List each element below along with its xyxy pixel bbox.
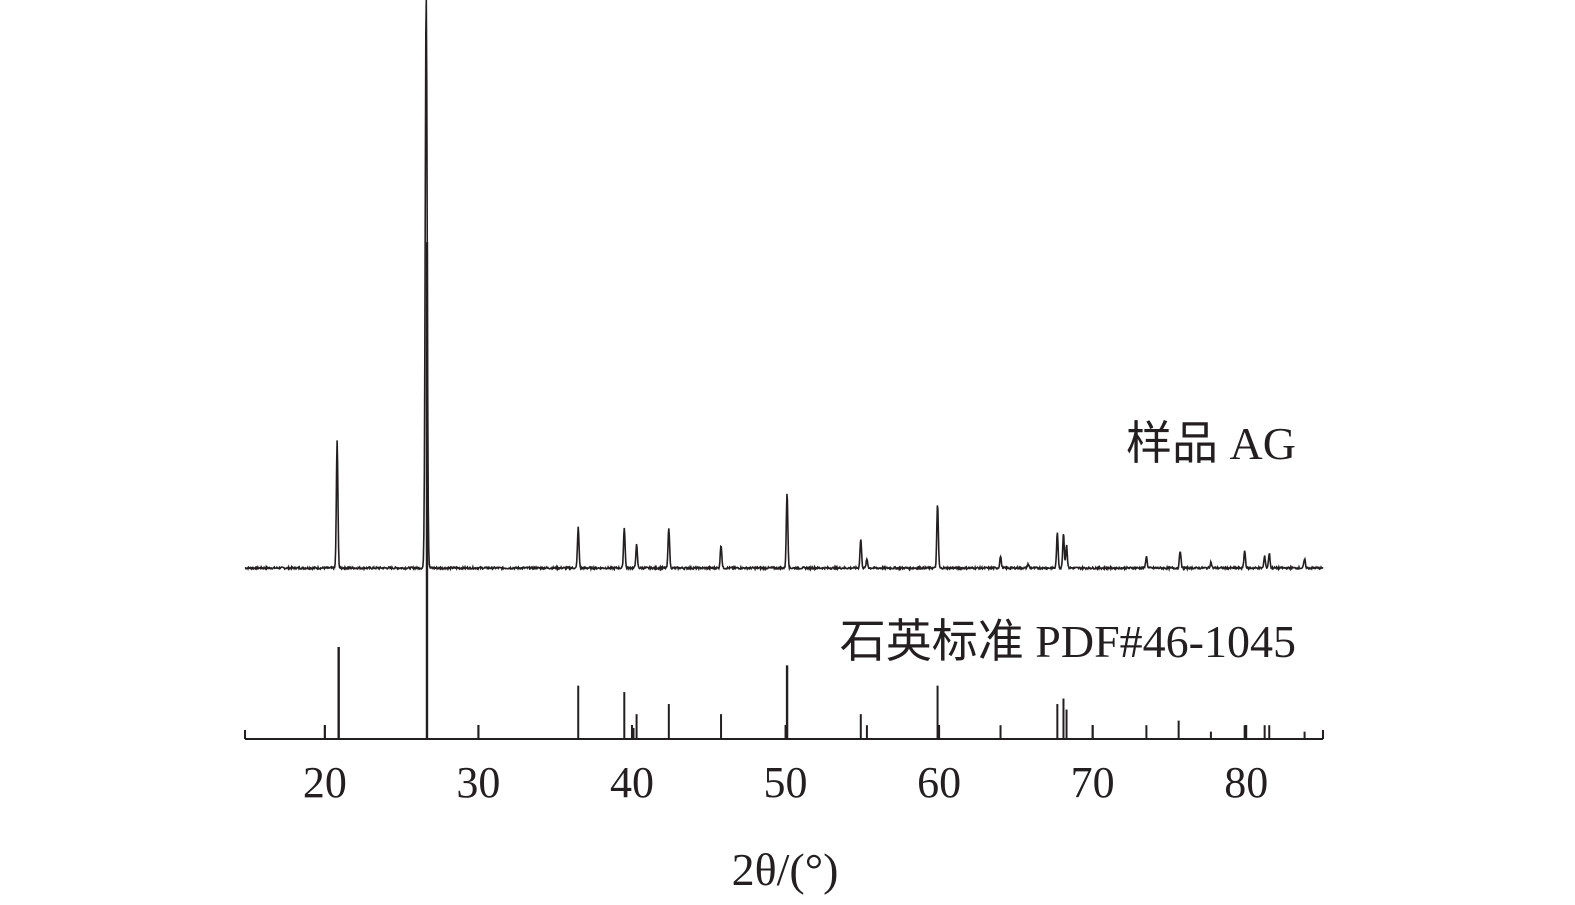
x-axis-title: 2θ/(°) xyxy=(732,844,839,895)
x-tick-label-70: 70 xyxy=(1071,758,1115,807)
x-tick-label-40: 40 xyxy=(610,758,654,807)
x-tick-label-20: 20 xyxy=(303,758,347,807)
quartz-standard-label: 石英标准 PDF#46-1045 xyxy=(840,616,1296,667)
x-tick-label-60: 60 xyxy=(917,758,961,807)
x-tick-label-30: 30 xyxy=(456,758,500,807)
sample-ag-label: 样品 AG xyxy=(1126,418,1296,469)
x-tick-label-50: 50 xyxy=(764,758,808,807)
sample-ag-pattern-series xyxy=(244,0,1324,573)
x-tick-label-80: 80 xyxy=(1224,758,1268,807)
x-axis: 20 30 40 50 60 70 80 xyxy=(244,725,1324,807)
quartz-reference-series xyxy=(323,242,1306,739)
sample-ag-trace xyxy=(244,0,1324,573)
